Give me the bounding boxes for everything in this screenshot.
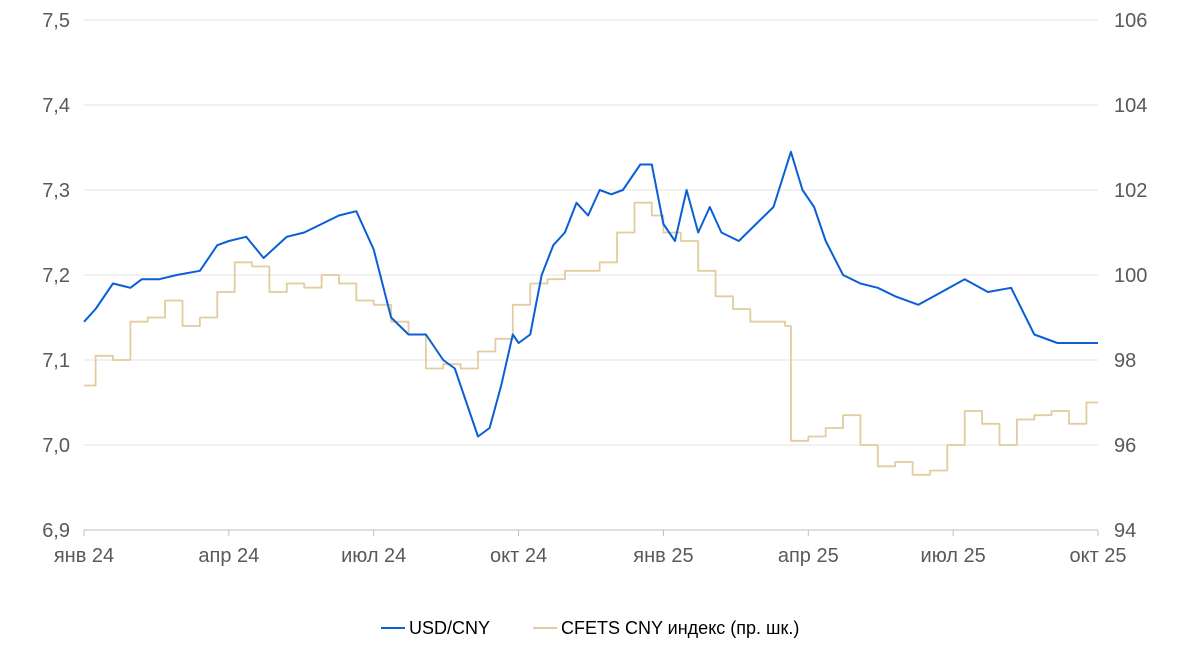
- series-line-usd-cny: [83, 150, 1098, 438]
- left-axis-ticks: 6,9 7,0 7,1 7,2 7,3 7,4 7,5: [42, 10, 70, 542]
- x-tick-label: июл 25: [921, 545, 986, 567]
- left-tick-label: 7,0: [42, 435, 70, 457]
- series-lines: [83, 150, 1098, 476]
- legend: USD/CNY CFETS CNY индекс (пр. шк.): [381, 618, 799, 638]
- x-tick-label: окт 24: [490, 545, 547, 567]
- x-tick-label: окт 25: [1069, 545, 1126, 567]
- legend-label-usd-cny: USD/CNY: [409, 618, 490, 638]
- right-tick-label: 104: [1114, 95, 1147, 117]
- right-axis-ticks: 94 96 98 100 102 104 106: [1114, 10, 1147, 542]
- x-tick-label: июл 24: [341, 545, 406, 567]
- legend-label-cfets: CFETS CNY индекс (пр. шк.): [561, 618, 799, 638]
- right-tick-label: 106: [1114, 10, 1147, 32]
- x-axis-ticks: янв 24 апр 24 июл 24 окт 24 янв 25 апр 25 июл …: [54, 530, 1127, 567]
- x-tick-label: апр 24: [198, 545, 259, 567]
- left-tick-label: 7,5: [42, 10, 70, 32]
- right-tick-label: 100: [1114, 265, 1147, 287]
- right-tick-label: 102: [1114, 180, 1147, 202]
- right-tick-label: 98: [1114, 350, 1136, 372]
- left-tick-label: 7,4: [42, 95, 70, 117]
- left-tick-label: 7,2: [42, 265, 70, 287]
- right-tick-label: 96: [1114, 435, 1136, 457]
- grid-lines: [84, 19, 1098, 531]
- left-tick-label: 6,9: [42, 520, 70, 542]
- x-tick-label: янв 25: [633, 545, 693, 567]
- right-tick-label: 94: [1114, 520, 1136, 542]
- left-tick-label: 7,3: [42, 180, 70, 202]
- series-line-cfets: [84, 201, 1098, 476]
- x-tick-label: янв 24: [54, 545, 114, 567]
- left-tick-label: 7,1: [42, 350, 70, 372]
- x-tick-label: апр 25: [778, 545, 839, 567]
